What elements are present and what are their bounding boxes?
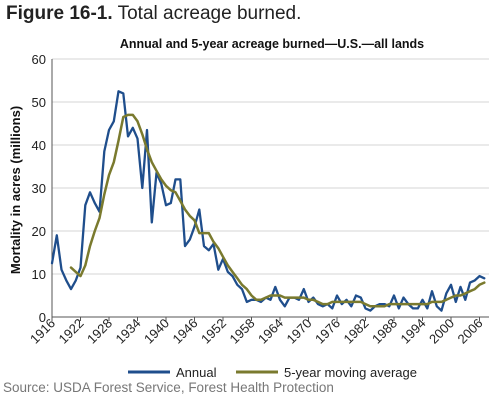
series-lines: [50, 90, 486, 312]
x-tick-label: 1976: [312, 316, 343, 347]
source-note: Source: USDA Forest Service, Forest Heal…: [3, 380, 334, 395]
series-line-moving-average: [69, 113, 486, 308]
x-tick-label: 1916: [27, 316, 58, 347]
x-tick-label: 1940: [141, 316, 172, 347]
figure-caption: Total acreage burned.: [117, 3, 302, 24]
x-tick-label: 1982: [341, 316, 372, 347]
x-tick-label: 1958: [227, 316, 258, 347]
x-tick-label: 2006: [455, 316, 486, 347]
y-axis-label: Mortality in acres (millions): [8, 106, 23, 274]
legend-label: Annual: [176, 365, 217, 380]
x-tick-label: 1922: [56, 316, 87, 347]
series-line-annual: [50, 90, 486, 312]
x-tick-label: 2000: [426, 316, 457, 347]
y-tick-labels: 0 10 20 30 40 50 60: [32, 52, 46, 325]
x-tick-label: 1988: [369, 316, 400, 347]
y-tick-label: 60: [32, 52, 46, 67]
x-tick-label: 1964: [255, 316, 286, 347]
x-tick-label: 1994: [398, 316, 429, 347]
gridlines: [52, 58, 489, 275]
x-tick-label: 1928: [84, 316, 115, 347]
legend: Annual 5-year moving average: [128, 365, 417, 380]
axes: [51, 59, 489, 321]
chart-title: Annual and 5-year acreage burned—U.S.—al…: [120, 37, 424, 51]
y-tick-label: 20: [32, 224, 46, 239]
x-tick-label: 1970: [284, 316, 315, 347]
x-tick-label: 1934: [113, 316, 144, 347]
y-tick-label: 30: [32, 181, 46, 196]
figure-heading: Figure 16-1. Total acreage burned.: [6, 3, 301, 25]
y-tick-label: 0: [39, 310, 46, 325]
legend-label: 5-year moving average: [284, 365, 417, 380]
x-tick-labels: 1916192219281934194019461952195819641970…: [27, 316, 486, 347]
y-tick-label: 10: [32, 267, 46, 282]
x-tick-label: 1952: [198, 316, 229, 347]
y-tick-label: 50: [32, 95, 46, 110]
y-tick-label: 40: [32, 138, 46, 153]
figure-number: Figure 16-1.: [6, 3, 113, 24]
x-tick-label: 1946: [170, 316, 201, 347]
